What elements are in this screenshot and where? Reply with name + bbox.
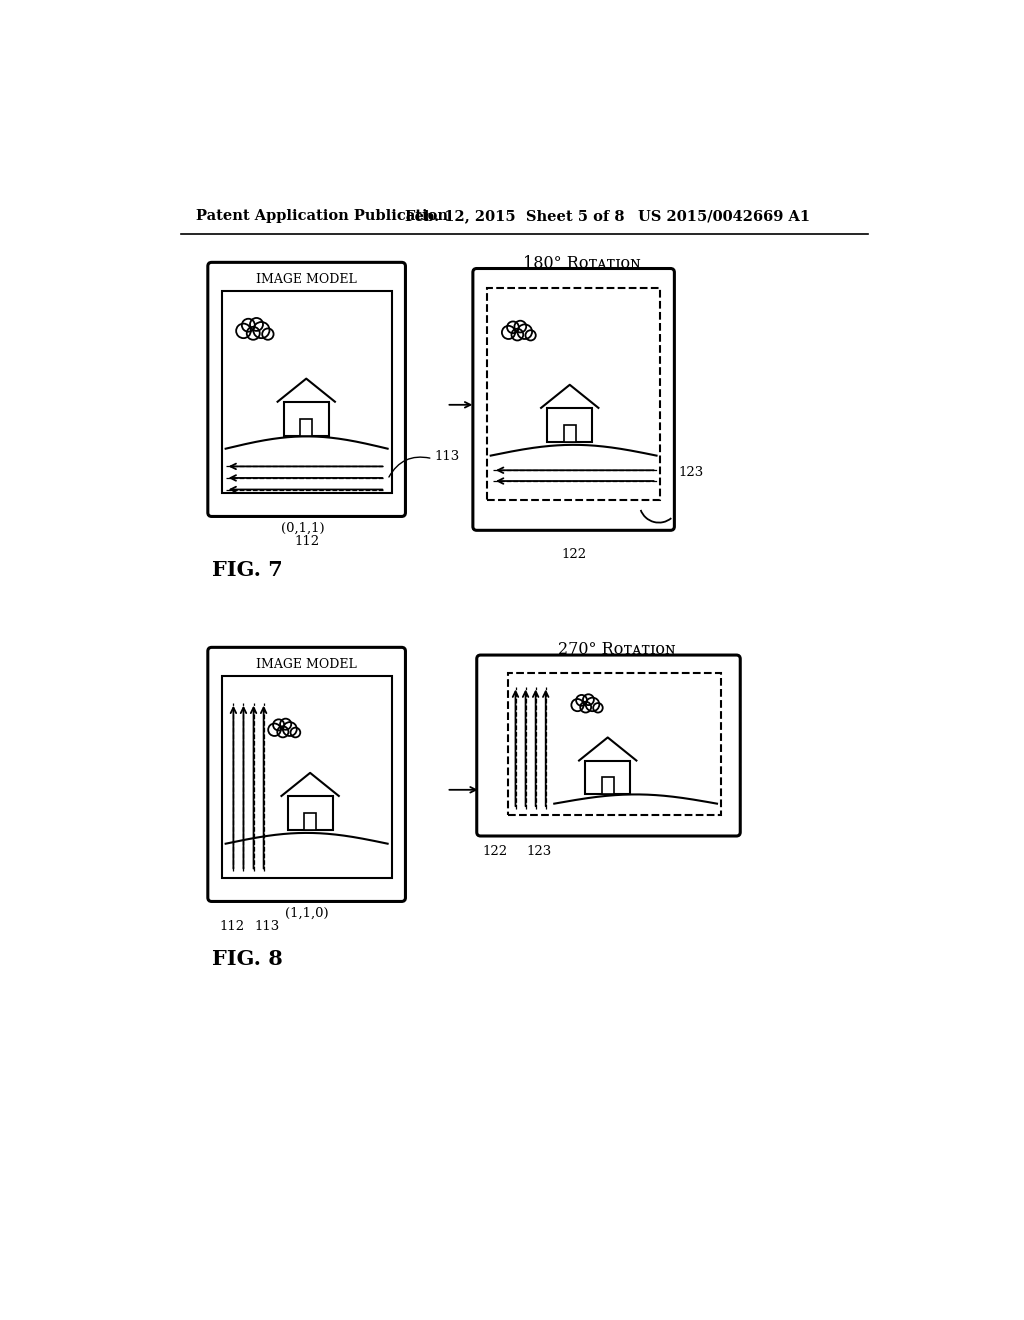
Bar — [586, 760, 630, 795]
Text: Patent Application Publication: Patent Application Publication — [197, 209, 449, 223]
FancyBboxPatch shape — [477, 655, 740, 836]
Circle shape — [273, 719, 285, 730]
Circle shape — [280, 718, 291, 730]
Text: US 2015/0042669 A1: US 2015/0042669 A1 — [638, 209, 810, 223]
Circle shape — [517, 325, 532, 339]
Bar — [508, 673, 721, 816]
Circle shape — [253, 322, 269, 338]
Circle shape — [283, 722, 297, 737]
Circle shape — [507, 322, 519, 333]
Bar — [304, 813, 316, 830]
FancyBboxPatch shape — [208, 647, 406, 902]
Bar — [601, 777, 614, 795]
Circle shape — [571, 700, 584, 711]
Bar — [222, 290, 391, 492]
Circle shape — [247, 327, 260, 339]
Text: IMAGE MODEL: IMAGE MODEL — [256, 273, 357, 286]
Bar — [547, 408, 592, 442]
Text: FIG. 8: FIG. 8 — [212, 949, 283, 969]
Text: (1,1,0): (1,1,0) — [285, 907, 329, 920]
Bar — [563, 425, 575, 442]
Bar — [486, 288, 660, 499]
Text: IMAGE MODEL: IMAGE MODEL — [256, 657, 357, 671]
Text: FIG. 7: FIG. 7 — [212, 561, 283, 581]
Circle shape — [581, 702, 591, 713]
Circle shape — [242, 318, 255, 331]
Text: 122: 122 — [482, 845, 507, 858]
Bar — [284, 401, 329, 436]
Circle shape — [525, 330, 536, 341]
Circle shape — [593, 704, 603, 713]
Text: 180° Rᴏᴛᴀᴛɪᴏɴ: 180° Rᴏᴛᴀᴛɪᴏɴ — [522, 255, 640, 272]
Circle shape — [514, 321, 526, 333]
Text: Feb. 12, 2015  Sheet 5 of 8: Feb. 12, 2015 Sheet 5 of 8 — [406, 209, 625, 223]
Circle shape — [577, 694, 587, 706]
Circle shape — [583, 694, 594, 705]
Circle shape — [278, 726, 289, 738]
Text: 113: 113 — [435, 450, 460, 463]
Bar — [222, 676, 391, 878]
Circle shape — [237, 323, 251, 338]
Circle shape — [291, 727, 300, 738]
Text: 270° Rᴏᴛᴀᴛɪᴏɴ: 270° Rᴏᴛᴀᴛɪᴏɴ — [557, 642, 675, 659]
Text: 122: 122 — [561, 548, 586, 561]
Circle shape — [502, 326, 515, 339]
Circle shape — [268, 723, 281, 737]
Bar — [288, 796, 333, 830]
Bar — [300, 418, 312, 436]
Circle shape — [250, 318, 263, 331]
Text: 112: 112 — [294, 536, 319, 548]
Circle shape — [262, 329, 273, 339]
Text: 113: 113 — [254, 920, 280, 933]
Circle shape — [586, 698, 599, 711]
Text: (0,1,1): (0,1,1) — [281, 521, 325, 535]
FancyBboxPatch shape — [208, 263, 406, 516]
Text: 123: 123 — [678, 466, 703, 479]
Text: 123: 123 — [526, 845, 551, 858]
FancyBboxPatch shape — [473, 268, 675, 531]
Text: 112: 112 — [219, 920, 245, 933]
Circle shape — [511, 329, 523, 341]
